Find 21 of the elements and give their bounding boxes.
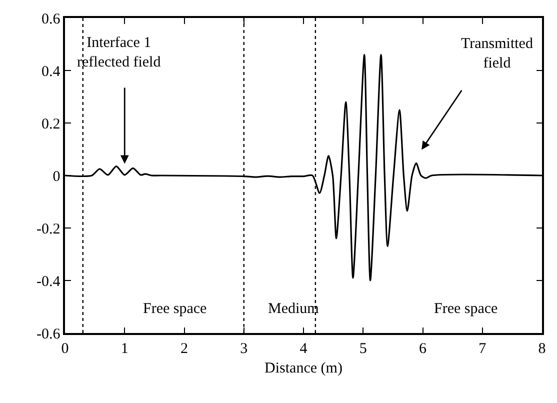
x-tick-label: 2	[180, 340, 188, 357]
x-tick-label: 3	[240, 340, 248, 357]
y-tick-label: 0.2	[42, 116, 60, 132]
y-tick-label: -0.2	[36, 221, 60, 238]
x-axis-title: Distance (m)	[264, 360, 342, 376]
x-tick-label: 4	[300, 340, 308, 357]
annotation: Free space	[143, 301, 208, 317]
annotation: Interface 1 reflected field	[77, 35, 162, 70]
y-tick-label: 0.4	[42, 64, 61, 80]
y-tick-label: -0.6	[36, 326, 61, 342]
annotation: Free space	[434, 301, 498, 317]
x-tick-label: 8	[538, 340, 546, 357]
y-tick-label: 0	[52, 168, 60, 185]
annotation: Transmitted field	[461, 36, 534, 72]
annotation: Medium	[268, 301, 320, 317]
x-tick-label: 7	[478, 340, 487, 357]
x-tick-label: 6	[419, 340, 427, 357]
x-tick-label: 1	[120, 340, 128, 357]
y-tick-label: 0.6	[42, 11, 61, 28]
x-tick-label: 5	[359, 340, 367, 357]
y-tick-label: -0.4	[36, 274, 61, 290]
